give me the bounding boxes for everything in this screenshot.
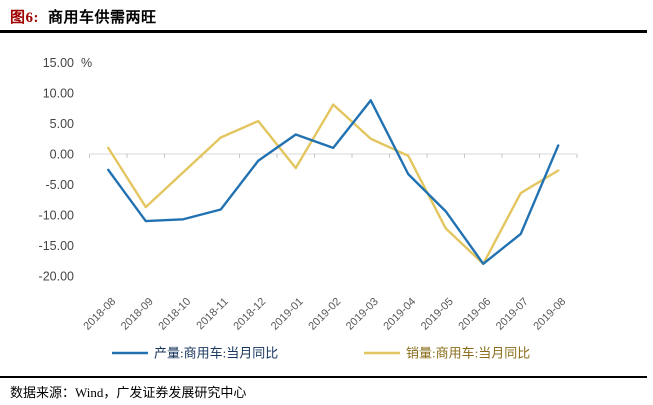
- y-axis-labels: 15.00 10.00 5.00 0.00 -5.00 -10.00 -15.00 -20.0…: [39, 56, 93, 284]
- x-axis-ticks: [89, 154, 578, 158]
- footer-divider: [0, 376, 647, 378]
- y-tick-label: 10.00: [43, 87, 74, 101]
- y-tick-label: -5.00: [46, 178, 75, 192]
- y-tick-label: -20.00: [39, 270, 74, 284]
- data-source: 数据来源：Wind，广发证券发展研究中心: [10, 382, 246, 401]
- figure-number: 图6:: [10, 10, 39, 26]
- x-tick-label: 2018-12: [231, 296, 268, 333]
- data-source-label: 数据来源：: [10, 385, 76, 400]
- x-tick-label: 2018-08: [81, 296, 118, 333]
- x-tick-label: 2018-10: [156, 296, 193, 333]
- x-tick-label: 2019-06: [456, 296, 493, 333]
- x-tick-label: 2019-05: [419, 296, 456, 333]
- y-tick-label: 0.00: [50, 148, 74, 162]
- title-divider: [0, 30, 647, 33]
- x-tick-label: 2019-02: [306, 296, 343, 333]
- y-tick-label: -10.00: [39, 209, 74, 223]
- legend-item-1: 销量:商用车:当月同比: [364, 346, 530, 361]
- x-tick-label: 2019-08: [531, 296, 568, 333]
- x-tick-label: 2018-09: [119, 296, 156, 333]
- legend-item-0: 产量:商用车:当月同比: [112, 346, 278, 361]
- y-tick-label: 5.00: [50, 117, 74, 131]
- data-source-text: Wind，广发证券发展研究中心: [75, 385, 247, 400]
- y-axis-unit: %: [81, 56, 92, 70]
- x-tick-label: 2019-04: [381, 296, 418, 333]
- chart-legend: 产量:商用车:当月同比 销量:商用车:当月同比: [112, 346, 530, 361]
- series-line-1: [107, 103, 560, 265]
- x-tick-label: 2018-11: [194, 296, 230, 332]
- line-chart: 15.00 10.00 5.00 0.00 -5.00 -10.00 -15.00 -20.0…: [39, 56, 578, 361]
- figure-title: 图6: 商用车供需两旺: [10, 6, 157, 27]
- x-tick-label: 2019-07: [494, 296, 531, 333]
- series-line-0: [107, 99, 560, 265]
- y-tick-label: -15.00: [39, 239, 74, 253]
- legend-label-1: 销量:商用车:当月同比: [406, 346, 530, 361]
- y-tick-label: 15.00: [43, 56, 74, 70]
- legend-label-0: 产量:商用车:当月同比: [154, 346, 278, 361]
- figure-title-text: 商用车供需两旺: [48, 10, 157, 26]
- x-tick-label: 2019-01: [269, 296, 306, 333]
- x-tick-label: 2019-03: [344, 296, 381, 333]
- x-axis-labels: 2018-08 2018-09 2018-10 2018-11 2018-12 2019-…: [81, 296, 568, 333]
